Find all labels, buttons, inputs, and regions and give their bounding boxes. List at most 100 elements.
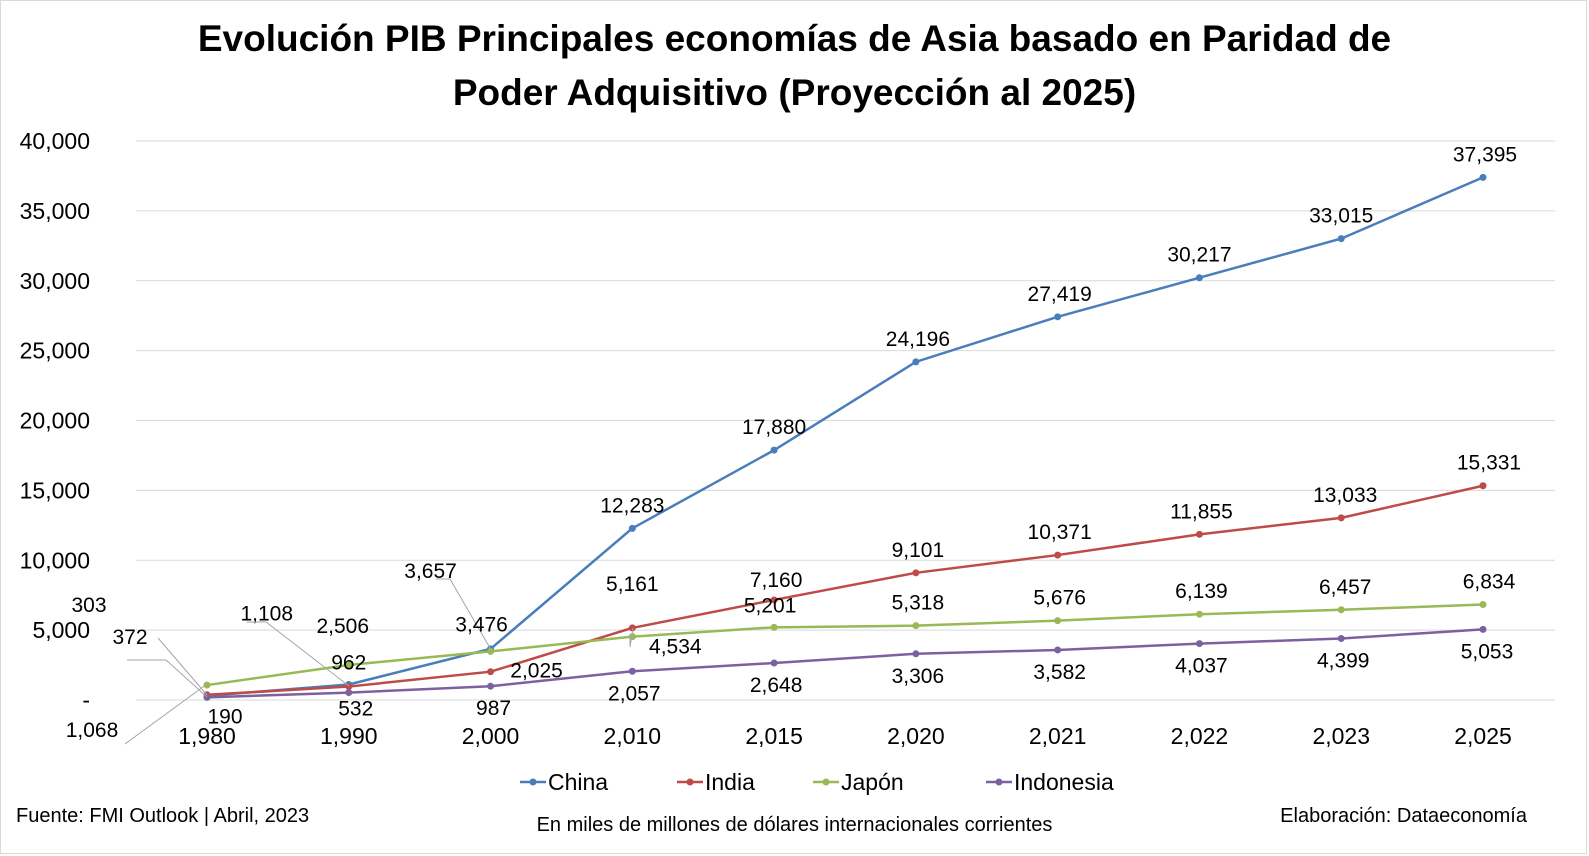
data-label: 2,057	[608, 682, 661, 705]
data-label: 1,068	[66, 719, 119, 742]
data-point	[1337, 606, 1345, 614]
x-tick-label: 2,000	[462, 723, 520, 749]
data-point	[1054, 551, 1062, 559]
data-point	[1195, 640, 1203, 648]
legend-marker	[995, 778, 1003, 786]
x-tick-label: 1,980	[178, 723, 236, 749]
data-label: 372	[112, 626, 147, 649]
data-label: 27,419	[1028, 283, 1092, 306]
data-point	[1479, 173, 1487, 181]
chart-title-line-1: Evolución PIB Principales economías de A…	[197, 18, 1392, 59]
y-tick-label: 15,000	[20, 477, 90, 503]
data-label: 3,657	[404, 560, 457, 583]
data-label: 5,318	[892, 592, 945, 615]
data-point	[628, 624, 636, 632]
data-label: 33,015	[1309, 205, 1373, 228]
data-label: 3,582	[1033, 661, 1086, 684]
chart-title: Evolución PIB Principales economías de A…	[0, 12, 1589, 120]
series-line	[206, 603, 1484, 687]
data-point	[1337, 235, 1345, 243]
data-label: 37,395	[1453, 143, 1517, 166]
y-tick-label: 40,000	[20, 128, 90, 154]
x-tick-label: 2,022	[1171, 723, 1229, 749]
series-line	[206, 176, 1484, 698]
data-label: 5,053	[1461, 640, 1514, 663]
data-point	[1479, 625, 1487, 633]
x-tick-label: 2,023	[1312, 723, 1370, 749]
source-note: Fuente: FMI Outlook | Abril, 2023	[16, 805, 310, 827]
data-point	[770, 623, 778, 631]
data-label: 15,331	[1457, 452, 1521, 475]
data-label: 7,160	[750, 569, 803, 592]
data-point	[203, 681, 211, 689]
data-label: 13,033	[1313, 484, 1377, 507]
data-point	[1479, 482, 1487, 490]
x-tick-label: 2,021	[1029, 723, 1087, 749]
legend-marker	[822, 778, 830, 786]
data-point	[628, 524, 636, 532]
data-point	[1054, 617, 1062, 625]
data-label: 2,506	[316, 615, 369, 638]
data-label: 10,371	[1028, 521, 1092, 544]
data-label: 6,457	[1319, 576, 1372, 599]
data-point	[1054, 646, 1062, 654]
data-point	[770, 446, 778, 454]
x-tick-label: 2,025	[1454, 723, 1512, 749]
data-label: 2,025	[510, 660, 563, 683]
legend-marker	[686, 778, 694, 786]
y-tick-label: 5,000	[32, 617, 90, 643]
data-point	[487, 647, 495, 655]
data-point	[628, 633, 636, 641]
data-point	[487, 682, 495, 690]
data-label: 11,855	[1170, 500, 1233, 523]
leader-line	[436, 578, 491, 649]
legend-label: Japón	[841, 769, 904, 795]
data-point	[912, 569, 920, 577]
legend-label: China	[548, 769, 608, 795]
data-label: 3,306	[892, 665, 945, 688]
data-label: 4,399	[1317, 650, 1370, 673]
credit-note: Elaboración: Dataeconomía	[1280, 805, 1527, 827]
data-label: 5,161	[606, 573, 659, 596]
data-label: 5,201	[744, 594, 797, 617]
x-tick-label: 2,010	[604, 723, 662, 749]
y-tick-label: 10,000	[20, 547, 90, 573]
legend-marker	[529, 778, 537, 786]
data-label: 3,476	[455, 613, 508, 636]
data-point	[345, 661, 353, 669]
data-label: 5,676	[1033, 587, 1086, 610]
series-line	[206, 628, 1484, 699]
data-label: 4,534	[649, 636, 702, 659]
x-tick-label: 2,015	[745, 723, 803, 749]
leader-line	[157, 637, 208, 696]
series-line	[206, 484, 1484, 697]
y-tick-label: 20,000	[20, 408, 90, 434]
data-point	[487, 668, 495, 676]
data-point	[1195, 274, 1203, 282]
data-point	[345, 689, 353, 697]
data-point	[1479, 600, 1487, 608]
data-label: 4,037	[1175, 655, 1228, 678]
data-label: 17,880	[742, 416, 806, 439]
data-label: 6,139	[1175, 580, 1228, 603]
leader-line	[629, 627, 634, 648]
y-tick-label: 30,000	[20, 268, 90, 294]
data-label: 6,834	[1463, 570, 1516, 593]
data-point	[628, 667, 636, 675]
legend-label: Indonesia	[1014, 769, 1114, 795]
data-point	[770, 596, 778, 604]
legend-label: India	[705, 769, 755, 795]
data-label: 9,101	[892, 539, 945, 562]
chart-title-line-2: Poder Adquisitivo (Proyección al 2025)	[452, 72, 1137, 113]
data-point	[912, 358, 920, 366]
x-tick-label: 2,020	[887, 723, 945, 749]
data-point	[1337, 635, 1345, 643]
data-label: 2,648	[750, 674, 803, 697]
data-point	[912, 622, 920, 630]
leader-line	[247, 621, 350, 687]
data-label: 30,217	[1167, 244, 1231, 267]
x-tick-label: 1,990	[320, 723, 378, 749]
y-tick-label: 25,000	[20, 338, 90, 364]
